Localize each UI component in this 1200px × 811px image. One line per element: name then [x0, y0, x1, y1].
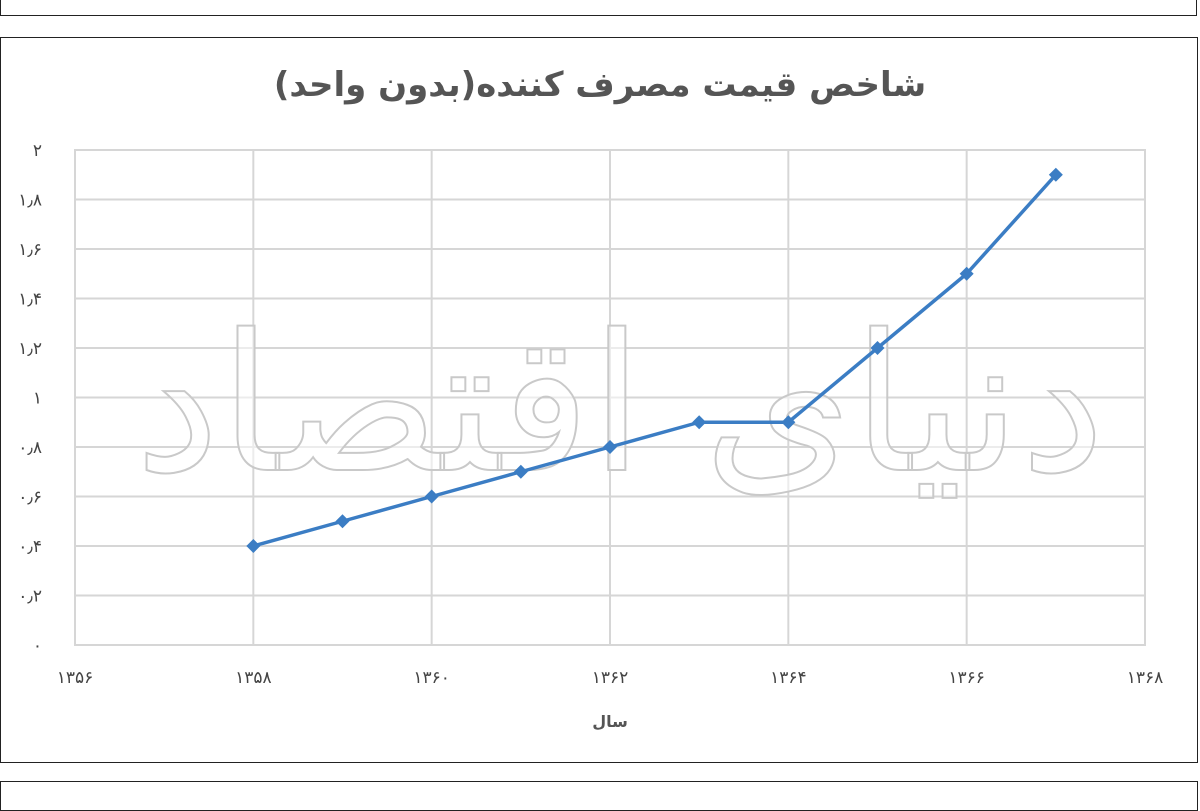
data-point-marker	[870, 341, 885, 355]
x-tick-label: ۱۳۶۴	[770, 668, 807, 688]
x-tick-label: ۱۳۶۸	[1127, 668, 1164, 688]
x-tick-label: ۱۳۵۸	[235, 668, 272, 688]
watermark-text: دنیای اقتصاد	[135, 294, 1105, 515]
y-tick-label: ۲	[33, 141, 42, 161]
y-tick-label: ۱٫۲	[18, 339, 42, 359]
y-tick-label: ۱٫۶	[18, 240, 42, 260]
y-tick-label: ۰	[33, 636, 42, 656]
y-axis-ticks: ۰ ۰٫۲ ۰٫۴ ۰٫۶ ۰٫۸ ۱ ۱٫۲ ۱٫۴ ۱٫۶ ۱٫۸ ۲	[18, 141, 42, 656]
x-tick-label: ۱۳۶۶	[948, 668, 985, 688]
x-tick-label: ۱۳۵۶	[57, 668, 94, 688]
y-tick-label: ۰٫۲	[18, 587, 42, 607]
y-tick-label: ۰٫۴	[18, 537, 42, 557]
data-point-marker	[424, 489, 439, 504]
watermark-logo: دنیای اقتصاد	[134, 293, 1106, 516]
previous-panel-border	[0, 0, 1197, 16]
data-point-marker	[781, 415, 796, 430]
chart-panel-border	[0, 37, 1198, 763]
y-tick-label: ۰٫۶	[18, 488, 42, 508]
data-point-marker	[692, 415, 707, 430]
x-tick-label: ۱۳۶۰	[413, 668, 450, 688]
y-tick-label: ۱	[33, 389, 42, 409]
data-point-marker	[335, 514, 350, 529]
x-tick-label: ۱۳۶۲	[592, 668, 629, 688]
series-line	[252, 173, 1058, 548]
series-group	[246, 167, 1063, 553]
data-point-marker	[246, 539, 261, 553]
data-point-marker	[959, 266, 974, 281]
x-axis-label: سال	[592, 712, 628, 731]
chart-title: شاخص قیمت مصرف کننده(بدون واحد)	[274, 65, 926, 105]
data-point-marker	[603, 440, 617, 454]
y-tick-label: ۰٫۸	[18, 438, 42, 458]
y-tick-label: ۱٫۴	[18, 290, 42, 310]
y-tick-label: ۱٫۸	[18, 191, 42, 211]
data-point-marker	[513, 464, 528, 479]
x-axis-ticks: ۱۳۵۶ ۱۳۵۸ ۱۳۶۰ ۱۳۶۲ ۱۳۶۴ ۱۳۶۶ ۱۳۶۸	[57, 668, 1164, 688]
chart-grid	[74, 149, 1146, 646]
data-point-marker	[1048, 167, 1063, 182]
